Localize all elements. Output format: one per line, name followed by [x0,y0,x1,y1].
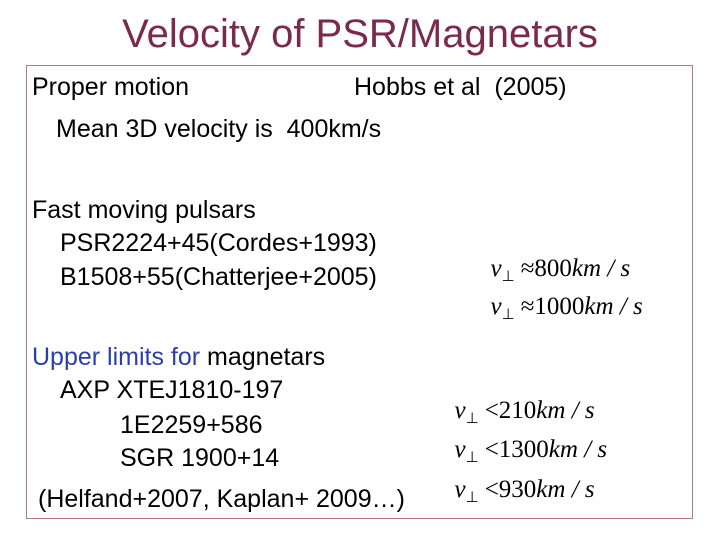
pulsar-name: B1508+55(Chatterjee+2005) [60,263,377,291]
mean-velocity-text: Mean 3D velocity is 400km/s [56,115,382,143]
magnetar-name: 1E2259+586 [120,411,263,439]
pulsar-velocity-formula: v⊥ ≈800km / s [490,255,631,285]
magnetar-velocity-formula: v⊥ <930km / s [454,476,595,506]
magnetar-velocity-formula: v⊥ <1300km / s [454,436,608,466]
pulsar-velocity-formula: v⊥ ≈1000km / s [490,293,643,323]
fast-pulsars-heading: Fast moving pulsars [32,196,256,224]
pulsar-name: PSR2224+45(Cordes+1993) [60,229,377,257]
content-frame [26,65,693,519]
magnetar-name: AXP XTEJ1810-197 [60,376,284,404]
magnetars-heading: Upper limits for magnetars [32,343,326,371]
upper-limits-highlight: Upper limits for [32,343,201,371]
slide-title: Velocity of PSR/Magnetars [122,12,598,56]
magnetar-name: SGR 1900+14 [120,444,280,472]
hobbs-reference: Hobbs et al (2005) [354,73,567,101]
references-text: (Helfand+2007, Kaplan+ 2009…) [38,485,405,513]
magnetar-velocity-formula: v⊥ <210km / s [454,397,595,427]
proper-motion-label: Proper motion [32,73,190,101]
